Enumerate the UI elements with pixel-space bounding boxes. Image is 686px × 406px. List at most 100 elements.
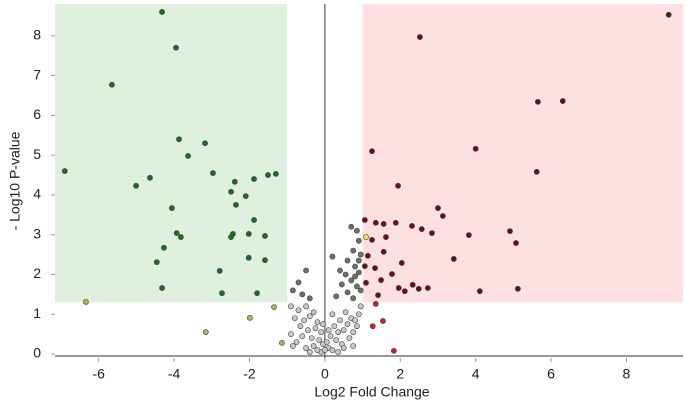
data-point	[242, 193, 249, 200]
data-point	[335, 329, 341, 336]
data-point	[465, 232, 472, 238]
data-point	[272, 170, 279, 177]
data-point	[314, 347, 321, 353]
data-point	[450, 256, 457, 262]
data-point	[316, 337, 323, 344]
data-point	[344, 289, 351, 296]
data-point	[245, 254, 252, 261]
data-point	[375, 292, 381, 299]
data-point	[390, 347, 397, 354]
data-point	[233, 201, 239, 208]
data-point	[173, 230, 180, 237]
data-point	[340, 345, 347, 351]
data-point	[306, 349, 313, 355]
data-point	[409, 223, 415, 229]
data-point	[159, 285, 165, 291]
data-point	[392, 219, 399, 226]
data-point	[514, 285, 521, 292]
data-point	[173, 44, 179, 51]
data-point	[231, 178, 238, 185]
data-point	[361, 263, 368, 270]
data-point	[83, 299, 89, 305]
data-point	[338, 281, 345, 288]
data-point	[178, 234, 184, 240]
data-point	[352, 263, 358, 270]
data-point	[361, 217, 368, 223]
data-point	[348, 223, 355, 230]
data-point	[401, 288, 408, 295]
data-point	[439, 213, 446, 219]
data-point	[342, 309, 349, 316]
data-point	[299, 333, 306, 340]
data-point	[344, 257, 351, 264]
y-axis-label: - Log10 P-value	[7, 131, 23, 230]
data-point	[378, 277, 384, 283]
x-axis-label: Log2 Fold Change	[314, 384, 429, 400]
data-point	[533, 168, 540, 175]
data-point	[210, 170, 216, 176]
data-point	[262, 257, 268, 264]
data-point	[288, 303, 294, 310]
data-point	[321, 347, 328, 353]
data-point	[372, 219, 379, 226]
data-point	[327, 333, 334, 340]
data-point	[354, 283, 360, 290]
y-tick-label: 3	[33, 225, 41, 241]
data-point	[176, 136, 182, 143]
x-tick-label: 4	[472, 366, 480, 382]
data-point	[354, 323, 360, 330]
data-point	[395, 285, 402, 291]
data-point	[301, 317, 308, 324]
data-point	[219, 290, 225, 297]
data-point	[395, 182, 401, 189]
data-point	[291, 315, 298, 322]
plot-area	[55, 4, 683, 358]
y-tick-label: 7	[33, 66, 41, 82]
data-point	[380, 221, 387, 227]
data-point	[424, 285, 431, 291]
data-point	[303, 267, 309, 274]
data-point	[348, 277, 355, 284]
data-point	[293, 339, 300, 345]
data-point	[559, 98, 566, 104]
data-point	[310, 343, 317, 349]
data-point	[325, 327, 332, 334]
data-point	[147, 174, 153, 181]
data-point	[314, 319, 321, 326]
x-tick-label: 8	[623, 366, 631, 382]
data-point	[363, 234, 369, 240]
data-point	[350, 329, 357, 336]
data-point	[168, 205, 175, 211]
data-point	[279, 339, 285, 346]
y-tick-label: 2	[33, 265, 41, 281]
data-point	[161, 244, 167, 251]
data-point	[271, 304, 277, 310]
data-point	[333, 293, 340, 300]
x-tick-label: 2	[396, 366, 404, 382]
data-point	[159, 9, 165, 15]
data-point	[202, 329, 209, 336]
data-point	[355, 311, 362, 318]
y-tick-label: 6	[33, 106, 41, 122]
data-point	[61, 168, 68, 174]
data-point	[251, 176, 257, 182]
y-tick-label: 4	[33, 186, 41, 202]
data-point	[306, 313, 313, 320]
data-point	[329, 311, 336, 318]
data-point	[329, 253, 336, 260]
data-point	[380, 318, 386, 324]
x-tick-label: 6	[547, 366, 555, 382]
y-tick-label: 0	[33, 345, 41, 361]
y-tick-label: 8	[33, 27, 41, 43]
data-point	[346, 335, 353, 342]
data-point	[416, 34, 423, 40]
data-point	[331, 323, 338, 330]
data-point	[109, 81, 115, 88]
data-point	[369, 148, 375, 155]
data-point	[245, 231, 252, 237]
x-tick-label: -4	[168, 366, 181, 382]
data-point	[507, 228, 513, 235]
data-point	[372, 265, 378, 272]
data-point	[350, 295, 357, 302]
